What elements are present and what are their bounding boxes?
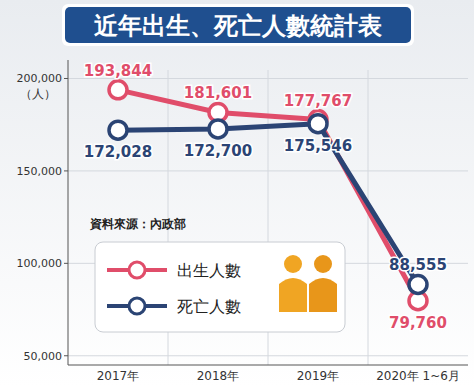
legend-marker [129,262,145,278]
point [309,115,327,133]
x-tick-label: 2020年 1~6月 [376,369,460,383]
tick-mark [64,170,68,171]
x-tick-label: 2018年 [197,369,240,383]
title-banner [65,7,411,43]
data-label: 172,028 [84,143,152,161]
data-label: 193,844 [84,62,152,80]
point [109,121,127,139]
tick-label: 200,000 [17,72,63,85]
chart: 近年出生、死亡人數統計表 50,000 100,000 150,000 200,000 （… [0,0,474,387]
series-line [118,90,418,301]
x-tick-label: 2019年 [297,369,340,383]
data-label: 79,760 [389,314,447,332]
grid [64,70,468,365]
legend-label: 死亡人數 [177,297,241,316]
point [409,275,427,293]
point [209,120,227,138]
series-line [118,124,418,285]
title: 近年出生、死亡人數統計表 [94,12,382,40]
background [0,0,474,387]
data-label: 175,546 [284,137,352,155]
y-axis [68,60,69,365]
tick-mark [64,78,68,79]
tick-mark [64,263,68,264]
legend: 出生人數死亡人數 [95,242,345,332]
icon [279,278,307,312]
y-label: （人） [20,87,56,101]
data-label: 181,601 [184,84,252,102]
icon [284,255,302,273]
legend-label: 出生人數 [177,261,241,280]
data-label: 177,767 [284,92,352,110]
source: 資料來源：內政部 [89,217,186,231]
plot-area [109,81,427,310]
legend-box [95,242,345,332]
title-frame [62,4,414,46]
data-label: 88,555 [389,256,447,274]
tick-label: 50,000 [24,350,63,363]
data-label: 172,700 [184,142,252,160]
icon [314,255,332,273]
legend-marker [129,298,145,314]
tick-label: 100,000 [17,257,63,270]
x-tick-label: 2017年 [97,369,140,383]
icon [309,278,337,312]
tick-mark [64,355,68,356]
point [109,81,127,99]
category-separator [368,70,369,365]
x-axis [68,365,468,366]
tick-label: 150,000 [17,165,63,178]
